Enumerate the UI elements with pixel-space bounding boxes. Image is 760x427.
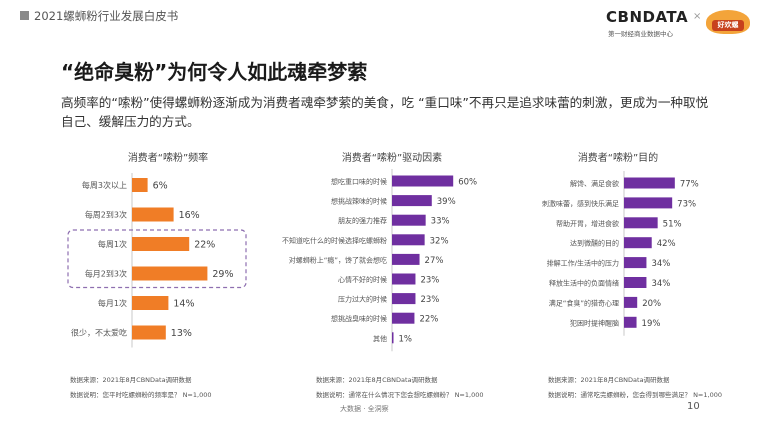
- chart2-bar: [392, 234, 425, 246]
- chart2-value-label: 27%: [425, 256, 444, 266]
- chart3-bar: [624, 177, 675, 189]
- cbndata-logo: CBNDATA 第一财经商业数据中心 × 好欢螺: [606, 7, 756, 41]
- chart2-value-label: 39%: [437, 197, 456, 207]
- chart2-title: 消费者“嗦粉”驱动因素: [342, 151, 442, 164]
- chart1-category-label: 每月2到3次: [85, 269, 127, 279]
- chart1-category-label: 每周2到3次: [85, 210, 127, 220]
- chart2-bar: [392, 214, 426, 226]
- chart2-category-label: 不知道吃什么的时候选择吃螺蛳粉: [282, 236, 387, 245]
- chart1-value-label: 29%: [212, 269, 233, 280]
- chart3-value-label: 51%: [663, 219, 682, 229]
- chart2-category-label: 压力过大的时候: [338, 295, 387, 304]
- chart2-value-label: 23%: [420, 276, 439, 286]
- chart3-title: 消费者“嗦粉”目的: [578, 151, 658, 164]
- page-number: 10: [687, 401, 700, 412]
- chart1-highlight-box: [67, 229, 247, 289]
- chart3-value-label: 42%: [657, 239, 676, 249]
- chart3-category-label: 释放生活中的负面情绪: [549, 279, 619, 288]
- chart2-bar: [392, 195, 432, 207]
- chart2-category-label: 对螺蛳粉上“瘾”，馋了就会想吃: [289, 255, 387, 264]
- chart1-bar: [132, 266, 208, 281]
- header-square-icon: [20, 11, 29, 20]
- logo-brand: CBNDATA: [606, 8, 689, 26]
- chart2-source: 数据来源：2021年8月CBNData调研数据: [316, 376, 438, 384]
- chart2-category-label: 朋友的强力推荐: [338, 216, 387, 225]
- chart2-bar: [392, 332, 394, 344]
- chart3-value-label: 77%: [680, 180, 699, 190]
- chart3-category-label: 满足“食臭”的猎奇心理: [549, 298, 619, 307]
- chart3-note: 数据说明：通常吃完螺蛳粉，您会得到哪些满足？ N=1,000: [548, 391, 722, 399]
- report-title: 2021螺蛳粉行业发展白皮书: [34, 9, 179, 23]
- chart2-category-label: 想挑战臭味的时候: [331, 314, 387, 323]
- chart3-bar: [624, 197, 673, 209]
- chart1-bar: [132, 178, 148, 192]
- chart2-bar: [392, 293, 416, 305]
- chart1-value-label: 6%: [153, 181, 168, 192]
- chart1-value-label: 22%: [194, 240, 215, 251]
- chart1-bar: [132, 237, 190, 251]
- chart3-value-label: 20%: [642, 299, 661, 309]
- chart2-category-label: 其他: [373, 334, 387, 343]
- chart3-category-label: 解馋、满足食欲: [570, 179, 619, 188]
- chart1-value-label: 14%: [173, 299, 194, 310]
- chart2-value-label: 32%: [430, 236, 449, 246]
- chart1-category-label: 每月1次: [98, 298, 127, 308]
- chart3-bar: [624, 237, 652, 249]
- chart1-source: 数据来源：2021年8月CBNData调研数据: [70, 376, 192, 384]
- chart1-value-label: 16%: [179, 210, 200, 221]
- chart3-bar: [624, 217, 658, 229]
- chart2-value-label: 33%: [431, 217, 450, 227]
- logo-separator: ×: [693, 11, 702, 22]
- chart3-bar: [624, 296, 638, 308]
- chart1-note: 数据说明：您平时吃螺蛳粉的频率是？ N=1,000: [70, 391, 212, 399]
- chart3-value-label: 34%: [651, 259, 670, 269]
- chart1-category-label: 每周1次: [98, 239, 127, 249]
- chart3-category-label: 犯困时提神醒脑: [570, 318, 619, 327]
- chart2-category-label: 想吃重口味的时候: [331, 177, 387, 186]
- chart2-bar: [392, 175, 454, 187]
- chart3-bar: [624, 316, 637, 328]
- partner-logo-text: 好欢螺: [712, 20, 744, 31]
- chart3-category-label: 排解工作/生活中的压力: [547, 259, 619, 268]
- intro-paragraph: 高频率的“嗦粉”使得螺蛳粉逐渐成为消费者魂牵梦萦的美食，吃 “重口味”不再只是追…: [61, 95, 709, 129]
- slide-title: “绝命臭粉”为何令人如此魂牵梦萦: [61, 60, 368, 84]
- chart1-bar: [132, 325, 166, 340]
- chart2-value-label: 60%: [458, 178, 477, 188]
- chart3-category-label: 达到微醺的目的: [570, 239, 619, 248]
- chart1-category-label: 很少，不太爱吃: [71, 328, 127, 338]
- chart1-bar: [132, 207, 174, 222]
- chart1-bar: [132, 296, 169, 310]
- chart2-bar: [392, 253, 420, 265]
- footer-tagline: 大数据 · 全洞察: [340, 405, 389, 413]
- chart3-value-label: 73%: [677, 199, 696, 209]
- chart2-bar: [392, 273, 416, 285]
- chart3-source: 数据来源：2021年8月CBNData调研数据: [548, 376, 670, 384]
- chart2-category-label: 想挑战辣味的时候: [331, 197, 387, 206]
- chart1-title: 消费者“嗦粉”频率: [128, 151, 208, 164]
- chart2-category-label: 心情不好的时候: [338, 275, 387, 284]
- chart3-value-label: 19%: [642, 319, 661, 329]
- chart2-bar: [392, 312, 415, 324]
- chart2-value-label: 1%: [399, 334, 413, 344]
- chart3-category-label: 帮助开胃，增进食欲: [556, 219, 619, 228]
- chart3-bar: [624, 257, 647, 269]
- chart3-value-label: 34%: [651, 279, 670, 289]
- chart2-value-label: 22%: [419, 315, 438, 325]
- chart3-bar: [624, 277, 647, 288]
- chart2-note: 数据说明：通常在什么情况下您会想吃螺蛳粉？ N=1,000: [316, 391, 484, 399]
- chart1-category-label: 每周3次以上: [82, 180, 127, 190]
- logo-subtitle: 第一财经商业数据中心: [608, 30, 673, 38]
- chart1-value-label: 13%: [171, 328, 192, 339]
- chart2-value-label: 23%: [420, 295, 439, 305]
- chart3-category-label: 刺激味蕾，感到快乐满足: [542, 199, 619, 208]
